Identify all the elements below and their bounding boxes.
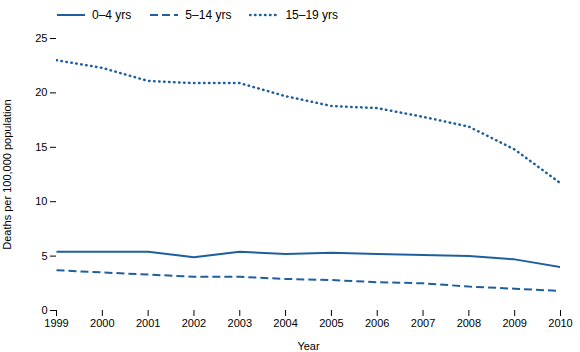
svg-text:25: 25 (35, 32, 47, 44)
svg-text:Deaths per 100,000 population: Deaths per 100,000 population (1, 99, 13, 249)
svg-text:5: 5 (41, 250, 47, 262)
svg-text:2008: 2008 (457, 317, 481, 329)
svg-text:1999: 1999 (44, 317, 68, 329)
html-text:15–19 yrs: 15–19 yrs (285, 8, 339, 22)
svg-text:2004: 2004 (273, 317, 297, 329)
html-text:5–14 yrs: 5–14 yrs (185, 8, 232, 22)
svg-text:Year: Year (297, 340, 320, 352)
svg-text:2007: 2007 (411, 317, 435, 329)
svg-text:2002: 2002 (182, 317, 206, 329)
html-text:0–4 yrs: 0–4 yrs (92, 8, 132, 22)
svg-text:2009: 2009 (502, 317, 526, 329)
svg-text:2000: 2000 (90, 317, 114, 329)
svg-text:2005: 2005 (319, 317, 343, 329)
svg-text:2006: 2006 (365, 317, 389, 329)
svg-text:2001: 2001 (136, 317, 160, 329)
svg-text:10: 10 (35, 195, 47, 207)
svg-text:2003: 2003 (228, 317, 252, 329)
svg-text:0: 0 (41, 304, 47, 316)
svg-text:15: 15 (35, 141, 47, 153)
svg-text:20: 20 (35, 86, 47, 98)
svg-text:2010: 2010 (548, 317, 572, 329)
